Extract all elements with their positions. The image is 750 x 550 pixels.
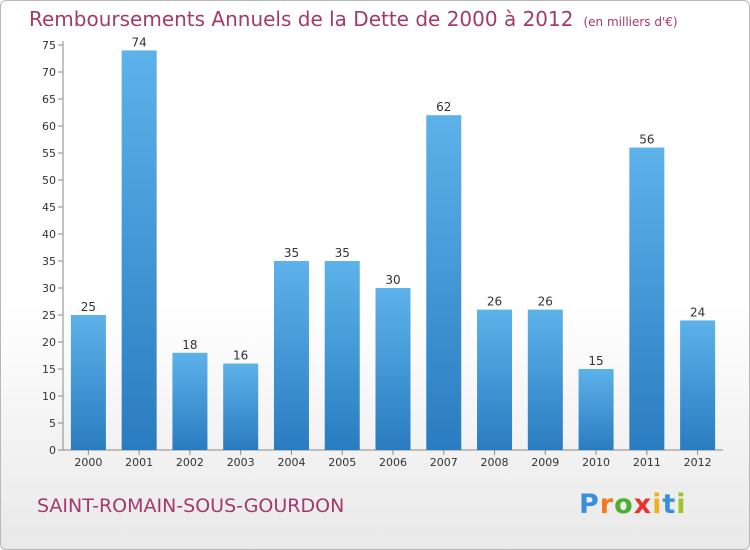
chart-title-text: Remboursements Annuels de la Dette de 20… bbox=[29, 7, 574, 31]
logo-letter: r bbox=[599, 489, 615, 520]
y-tick-label: 55 bbox=[42, 147, 56, 160]
data-label: 25 bbox=[81, 300, 96, 314]
bar bbox=[680, 320, 716, 450]
y-tick-label: 30 bbox=[42, 282, 56, 295]
x-tick-label: 2008 bbox=[481, 456, 509, 469]
y-tick-label: 5 bbox=[49, 417, 56, 430]
logo-letter: i bbox=[652, 489, 663, 520]
x-tick-label: 2006 bbox=[379, 456, 407, 469]
data-label: 18 bbox=[182, 338, 197, 352]
bar bbox=[527, 309, 563, 450]
y-tick-label: 0 bbox=[49, 444, 56, 457]
bar bbox=[273, 261, 309, 450]
x-tick-label: 2004 bbox=[277, 456, 305, 469]
logo-letter: P bbox=[579, 489, 600, 520]
chart-bars: 25 74 18 16 35 35 30 62 26 26 15 56 24 bbox=[70, 35, 716, 451]
y-tick-label: 25 bbox=[42, 309, 56, 322]
data-label: 56 bbox=[639, 133, 654, 147]
bar bbox=[223, 363, 259, 450]
x-tick-label: 2010 bbox=[582, 456, 610, 469]
y-tick-label: 70 bbox=[42, 66, 56, 79]
bar bbox=[426, 115, 462, 450]
bar bbox=[70, 315, 106, 450]
logo-letter: o bbox=[614, 489, 634, 520]
y-tick-label: 75 bbox=[42, 39, 56, 52]
data-label: 35 bbox=[284, 246, 299, 260]
bar bbox=[172, 352, 208, 450]
y-tick-label: 20 bbox=[42, 336, 56, 349]
bar bbox=[121, 50, 157, 451]
y-tick-label: 45 bbox=[42, 201, 56, 214]
x-tick-label: 2009 bbox=[531, 456, 559, 469]
data-label: 30 bbox=[385, 273, 400, 287]
proxiti-logo[interactable]: Proxiti bbox=[579, 489, 687, 520]
x-tick-label: 2002 bbox=[176, 456, 204, 469]
x-tick-label: 2007 bbox=[430, 456, 458, 469]
y-tick-label: 35 bbox=[42, 255, 56, 268]
chart-axes: 0 5 10 15 20 25 30 35 40 45 50 55 60 65 70 75 2000 2001 20… bbox=[42, 39, 723, 469]
bar bbox=[375, 288, 411, 450]
y-tick-label: 15 bbox=[42, 363, 56, 376]
x-tick-label: 2012 bbox=[684, 456, 712, 469]
data-label: 35 bbox=[335, 246, 350, 260]
logo-letter: i bbox=[676, 489, 687, 520]
y-tick-label: 10 bbox=[42, 390, 56, 403]
bar bbox=[578, 369, 614, 450]
x-tick-label: 2001 bbox=[125, 456, 153, 469]
logo-letter: t bbox=[662, 489, 677, 520]
bar bbox=[324, 261, 360, 450]
y-tick-label: 50 bbox=[42, 174, 56, 187]
chart-title: Remboursements Annuels de la Dette de 20… bbox=[29, 7, 678, 31]
data-label: 62 bbox=[436, 100, 451, 114]
y-tick-label: 60 bbox=[42, 120, 56, 133]
x-tick-label: 2005 bbox=[328, 456, 356, 469]
commune-name: SAINT-ROMAIN-SOUS-GOURDON bbox=[37, 495, 345, 517]
data-label: 26 bbox=[538, 295, 553, 309]
data-label: 24 bbox=[690, 305, 705, 319]
x-tick-label: 2011 bbox=[633, 456, 661, 469]
logo-letter: x bbox=[633, 489, 653, 520]
x-tick-label: 2000 bbox=[74, 456, 102, 469]
data-label: 15 bbox=[588, 354, 603, 368]
bar bbox=[629, 147, 665, 450]
x-tick-label: 2003 bbox=[227, 456, 255, 469]
bar bbox=[477, 309, 513, 450]
data-label: 26 bbox=[487, 295, 502, 309]
data-label: 74 bbox=[132, 35, 147, 49]
chart-unit: (en milliers d'€) bbox=[583, 15, 678, 29]
y-tick-label: 65 bbox=[42, 93, 56, 106]
y-tick-label: 40 bbox=[42, 228, 56, 241]
data-label: 16 bbox=[233, 349, 248, 363]
